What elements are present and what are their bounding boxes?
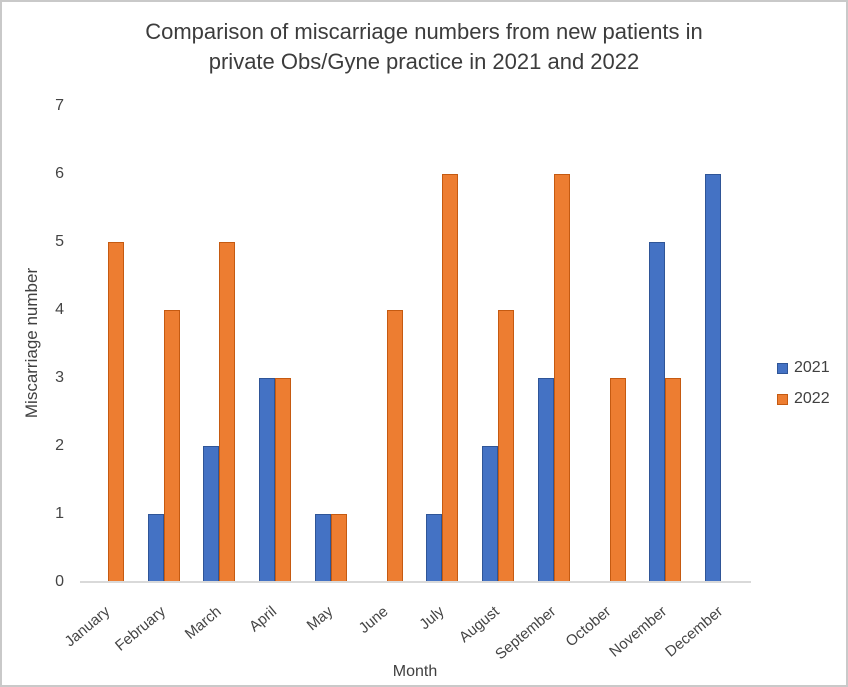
x-tick-label-november: November [606, 603, 671, 661]
legend-swatch-2022 [777, 393, 788, 405]
y-tick-label-7: 7 [55, 97, 64, 114]
x-tick-label-august: August [456, 603, 504, 647]
y-tick-label-0: 0 [55, 573, 64, 590]
x-tick-label-june: June [355, 603, 392, 637]
y-tick-label-3: 3 [55, 369, 64, 386]
bar-2022-september [553, 174, 570, 582]
y-tick-label-5: 5 [55, 233, 64, 250]
x-tick-label-may: May [303, 603, 336, 635]
legend-label-2021: 2021 [794, 359, 830, 376]
x-tick-label-december: December [662, 603, 727, 661]
chart-title-line1: Comparison of miscarriage numbers from n… [145, 19, 703, 44]
y-tick-label-2: 2 [55, 437, 64, 454]
y-axis-title: Miscarriage number [22, 267, 41, 419]
bar-2021-july [426, 514, 443, 582]
bar-2021-august [482, 446, 499, 582]
legend-swatch-2021 [777, 362, 788, 374]
bar-2021-march [203, 446, 220, 582]
x-tick-label-april: April [246, 603, 281, 636]
bar-2022-november [665, 378, 682, 582]
bar-2021-september [537, 378, 554, 582]
chart-title: Comparison of miscarriage numbers from n… [2, 17, 846, 77]
bar-2021-april [259, 378, 276, 582]
bar-2021-november [649, 242, 666, 582]
bar-2022-october [609, 378, 626, 582]
bar-2021-february [147, 514, 164, 582]
y-tick-label-6: 6 [55, 165, 64, 182]
bar-2021-may [314, 514, 331, 582]
bar-2022-july [442, 174, 459, 582]
chart-title-line2: private Obs/Gyne practice in 2021 and 20… [208, 49, 640, 74]
plot-area [80, 106, 749, 582]
x-axis-title: Month [392, 663, 438, 680]
legend-item-2021: 2021 [777, 359, 830, 377]
legend: 2021 2022 [777, 359, 830, 421]
x-tick-label-july: July [415, 603, 448, 634]
x-tick-label-february: February [111, 603, 169, 655]
bar-2022-february [163, 310, 180, 582]
y-tick-label-1: 1 [55, 505, 64, 522]
x-tick-label-october: October [562, 603, 615, 651]
bar-2022-june [386, 310, 403, 582]
bar-2022-august [498, 310, 515, 582]
bar-2022-may [330, 514, 347, 582]
bar-2021-december [705, 174, 722, 582]
legend-label-2022: 2022 [794, 390, 830, 407]
bar-2022-march [219, 242, 236, 582]
bar-2022-january [107, 242, 124, 582]
bar-2022-april [275, 378, 292, 582]
x-tick-label-january: January [60, 603, 113, 651]
x-tick-label-march: March [181, 603, 225, 643]
y-tick-label-4: 4 [55, 301, 64, 318]
x-tick-label-september: September [491, 603, 559, 664]
x-axis-line [80, 581, 751, 583]
legend-item-2022: 2022 [777, 390, 830, 408]
